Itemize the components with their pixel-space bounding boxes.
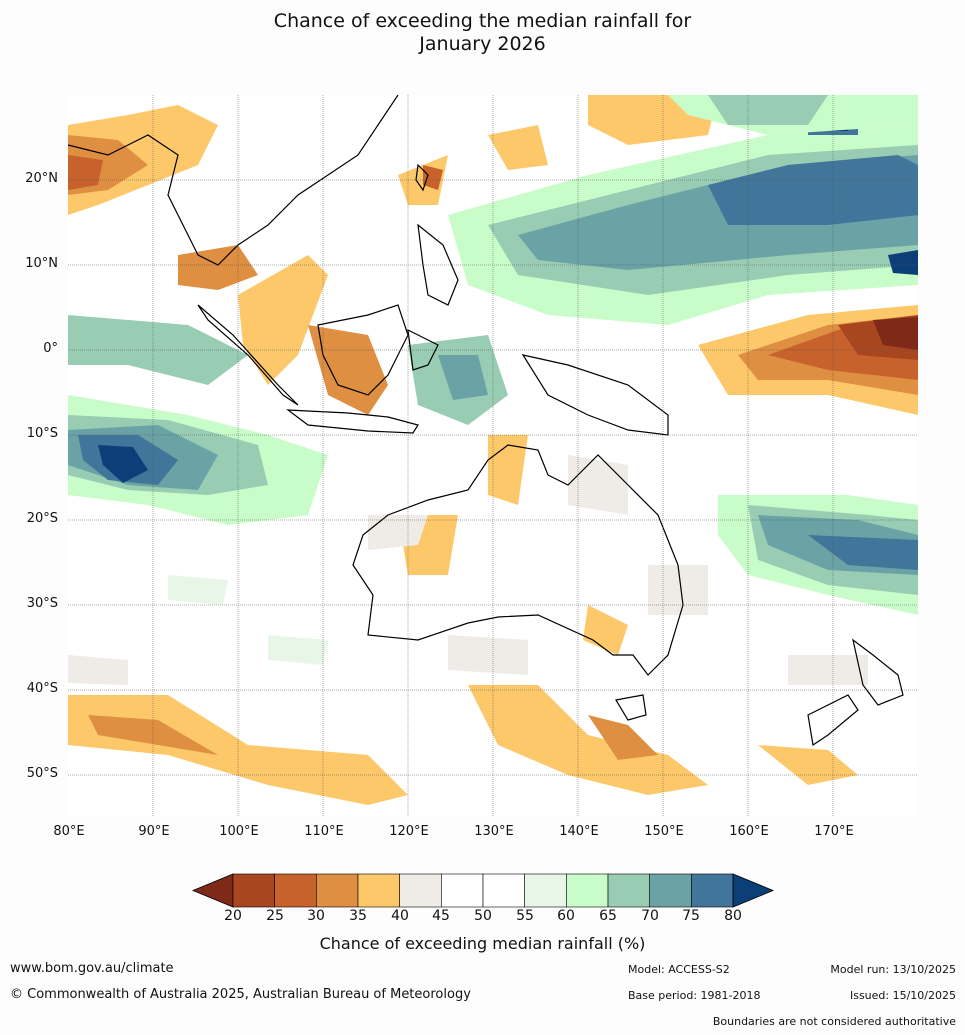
colorbar-cell [607,873,651,908]
footer-model-run: Model run: 13/10/2025 [830,963,956,976]
colorbar-extend-high [732,873,775,908]
footer-disclaimer: Boundaries are not considered authoritat… [712,1015,956,1028]
footer-base-period: Base period: 1981-2018 [628,989,761,1002]
title-line-2: January 2026 [419,33,546,55]
colorbar-cell [399,873,442,908]
footer-issued: Issued: 15/10/2025 [849,989,956,1002]
footer-website: www.bom.gov.au/climate [10,961,174,976]
colorbar-tick-45: 45 [432,908,450,924]
colorbar-tick-55: 55 [516,908,534,924]
colorbar-tick-60: 60 [557,908,575,924]
colorbar-cell [357,873,400,908]
colorbar-cell [316,873,359,908]
colorbar [191,873,775,908]
colorbar-tick-75: 75 [682,908,700,924]
lon-label-90e: 90°E [138,824,170,839]
colorbar-tick-40: 40 [391,908,409,924]
lat-label-20n: 20°N [25,171,58,186]
footer-model: Model: ACCESS-S2 [628,963,730,976]
lon-label-80e: 80°E [53,824,85,839]
colorbar-cell [691,873,734,908]
lon-label-120e: 120°E [389,824,429,839]
colorbar-cell [232,873,275,908]
lat-label-30s: 30°S [26,596,58,611]
lon-label-160e: 160°E [729,824,769,839]
lon-label-150e: 150°E [644,824,684,839]
lon-label-140e: 140°E [559,824,599,839]
colorbar-cell [441,873,484,908]
lat-label-0: 0° [43,341,58,356]
lat-label-40s: 40°S [26,681,58,696]
colorbar-cell [524,873,567,908]
colorbar-tick-25: 25 [266,908,284,924]
title-line-1: Chance of exceeding the median rainfall … [273,10,692,32]
lon-label-100e: 100°E [219,824,259,839]
colorbar-tick-65: 65 [599,908,617,924]
lat-label-50s: 50°S [26,766,58,781]
colorbar-cell [649,873,692,908]
lon-label-130e: 130°E [474,824,514,839]
colorbar-tick-80: 80 [724,908,742,924]
colorbar-extend-low [191,873,234,908]
colorbar-cell [274,873,317,908]
map-title: Chance of exceeding the median rainfall … [0,10,965,56]
lon-label-110e: 110°E [304,824,344,839]
colorbar-title: Chance of exceeding median rainfall (%) [319,934,646,953]
colorbar-tick-35: 35 [349,908,367,924]
footer-copyright: © Commonwealth of Australia 2025, Austra… [10,987,471,1002]
lat-label-20s: 20°S [26,511,58,526]
colorbar-tick-20: 20 [224,908,242,924]
colorbar-cell [482,873,525,908]
graticule [68,95,918,817]
rainfall-map [68,95,918,817]
colorbar-cell [566,873,609,908]
colorbar-tick-30: 30 [307,908,325,924]
colorbar-tick-70: 70 [641,908,659,924]
lat-label-10n: 10°N [25,256,58,271]
lat-label-10s: 10°S [26,426,58,441]
lon-label-170e: 170°E [814,824,854,839]
colorbar-tick-50: 50 [474,908,492,924]
